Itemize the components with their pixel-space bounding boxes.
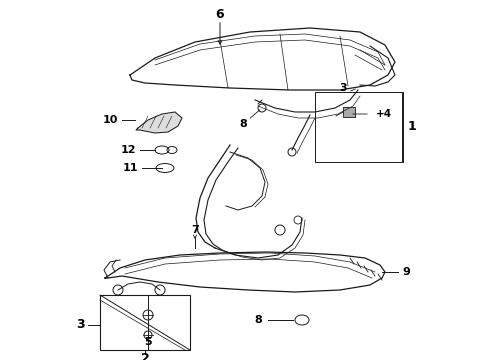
Text: 11: 11	[122, 163, 138, 173]
Bar	[343, 107, 355, 117]
Text: 10: 10	[102, 115, 118, 125]
Text: 8: 8	[239, 119, 247, 129]
Text: 3: 3	[75, 319, 84, 332]
Text: +4: +4	[376, 109, 392, 119]
Bar	[100, 295, 190, 350]
Text: 1: 1	[408, 121, 416, 134]
Text: 2: 2	[141, 351, 149, 360]
Text: 9: 9	[402, 267, 410, 277]
Polygon shape	[136, 112, 182, 133]
Bar	[315, 92, 402, 162]
Text: 7: 7	[191, 225, 199, 235]
Text: 6: 6	[216, 8, 224, 21]
Text: 12: 12	[120, 145, 136, 155]
Text: 3: 3	[339, 83, 347, 93]
Text: 5: 5	[144, 337, 152, 347]
Text: 8: 8	[254, 315, 262, 325]
